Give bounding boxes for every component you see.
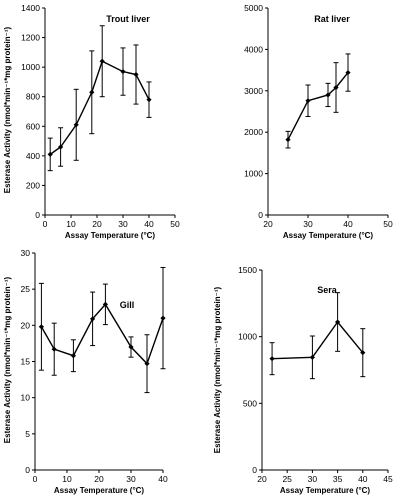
y-tick-label: 4000 — [244, 44, 263, 54]
y-tick-label: 1400 — [21, 3, 40, 13]
x-tick-label: 20 — [263, 219, 273, 229]
y-tick-label: 600 — [26, 121, 40, 131]
x-tick-label: 50 — [383, 219, 393, 229]
chart-2: 0 1000 2000 3000 4000 5000 20 30 40 50 Assay Tempe… — [244, 3, 393, 240]
y-tick-label: 5000 — [244, 3, 263, 13]
y-tick-label: 1500 — [238, 265, 257, 275]
x-axis-label: Assay Temperature (°C) — [54, 486, 145, 495]
x-tick-label: 20 — [94, 474, 104, 484]
y-tick-label: 15 — [21, 357, 31, 367]
series-line — [49, 60, 150, 155]
y-tick-label: 1200 — [21, 33, 40, 43]
data-point — [51, 346, 57, 352]
x-axis-label: Assay Temperature (°C) — [280, 486, 371, 495]
data-point — [38, 324, 44, 330]
series-line — [40, 303, 164, 365]
x-tick-label: 35 — [333, 474, 343, 484]
data-point — [360, 350, 366, 356]
data-point — [285, 137, 291, 143]
data-point — [73, 122, 79, 128]
y-tick-label: 1000 — [244, 169, 263, 179]
x-tick-label: 40 — [144, 219, 154, 229]
y-tick-label: 0 — [252, 465, 257, 475]
series-line — [287, 72, 349, 140]
y-axis-label: Esterase Activity (nmol*min⁻¹*mg protein… — [213, 286, 222, 453]
chart-3: 0 5 10 15 20 25 30 0 10 20 30 40 Assay Temperature (… — [3, 248, 168, 495]
data-point — [305, 98, 311, 104]
chart-1: 0 200 400 600 800 1000 1200 1400 0 10 20 30 40 50 Assa… — [3, 3, 180, 240]
x-tick-label: 25 — [282, 474, 292, 484]
x-tick-label: 40 — [158, 474, 168, 484]
chart-title: Sera — [317, 285, 338, 295]
data-point — [144, 361, 150, 367]
chart-title: Rat liver — [314, 14, 350, 24]
data-point — [269, 356, 275, 362]
data-point — [89, 89, 95, 95]
x-axis-label: Assay Temperature (°C) — [65, 231, 156, 240]
x-tick-label: 40 — [343, 219, 353, 229]
y-tick-label: 1000 — [238, 332, 257, 342]
y-axis-label: Esterase Activity (nmol*min⁻¹*mg protein… — [3, 26, 12, 193]
x-tick-label: 20 — [257, 474, 267, 484]
x-tick-label: 10 — [66, 219, 76, 229]
x-axis-label: Assay Temperature (°C) — [283, 231, 374, 240]
x-tick-label: 30 — [308, 474, 318, 484]
y-tick-label: 800 — [26, 92, 40, 102]
y-tick-label: 20 — [21, 320, 31, 330]
data-point — [160, 315, 166, 321]
data-point — [133, 71, 139, 78]
x-tick-label: 30 — [118, 219, 128, 229]
y-tick-label: 0 — [25, 465, 30, 475]
data-point — [333, 84, 339, 91]
y-tick-label: 3000 — [244, 86, 263, 96]
y-axis-label: Esterase Activity (nmol*min⁻¹*mg protein… — [3, 276, 12, 443]
y-tick-label: 1000 — [21, 62, 40, 72]
data-point — [345, 69, 351, 76]
y-tick-label: 25 — [21, 284, 31, 294]
data-point — [128, 344, 134, 350]
y-tick-label: 10 — [21, 393, 31, 403]
x-tick-label: 0 — [43, 219, 48, 229]
chart-title: Trout liver — [106, 14, 150, 24]
y-tick-label: 200 — [26, 180, 40, 190]
x-tick-label: 40 — [358, 474, 368, 484]
data-point — [70, 353, 76, 359]
y-tick-label: 400 — [26, 151, 40, 161]
y-tick-label: 0 — [258, 210, 263, 220]
data-point — [58, 144, 64, 150]
y-tick-label: 2000 — [244, 127, 263, 137]
x-tick-label: 10 — [62, 474, 72, 484]
chart-title: Gill — [120, 300, 135, 310]
x-tick-label: 45 — [383, 474, 393, 484]
y-tick-label: 0 — [35, 210, 40, 220]
data-point — [309, 354, 315, 360]
y-tick-label: 5 — [25, 429, 30, 439]
x-tick-label: 30 — [126, 474, 136, 484]
data-point — [90, 316, 96, 322]
data-point — [99, 58, 105, 64]
x-tick-label: 50 — [170, 219, 180, 229]
x-tick-label: 20 — [92, 219, 102, 229]
data-point — [335, 319, 341, 325]
chart-4: 0 500 1000 1500 20 25 30 35 40 45 Assay Temperatur… — [213, 265, 393, 495]
y-tick-label: 500 — [243, 398, 257, 408]
x-tick-label: 30 — [303, 219, 313, 229]
series-line — [272, 320, 364, 360]
y-tick-label: 30 — [21, 248, 31, 258]
x-tick-label: 0 — [33, 474, 38, 484]
data-point — [47, 151, 53, 157]
data-point — [120, 68, 126, 75]
data-point — [325, 92, 331, 98]
data-point — [146, 97, 152, 103]
data-point — [102, 301, 108, 307]
